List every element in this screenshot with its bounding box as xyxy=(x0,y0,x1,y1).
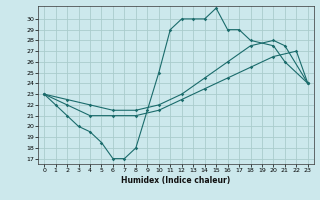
X-axis label: Humidex (Indice chaleur): Humidex (Indice chaleur) xyxy=(121,176,231,185)
